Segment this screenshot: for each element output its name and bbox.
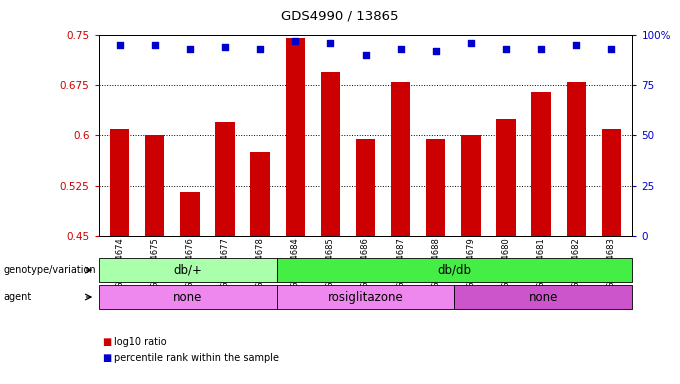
Point [360, 52, 371, 58]
Point [150, 41, 160, 48]
Point [536, 46, 547, 52]
Text: genotype/variation: genotype/variation [3, 265, 96, 275]
Bar [602, 129, 621, 236]
Point [430, 48, 441, 54]
Bar [321, 71, 340, 236]
Text: agent: agent [3, 292, 32, 302]
Point [114, 41, 125, 48]
Text: log10 ratio: log10 ratio [114, 337, 167, 347]
Text: GDS4990 / 13865: GDS4990 / 13865 [282, 10, 398, 23]
Bar [391, 82, 410, 236]
Point [500, 46, 511, 52]
Text: db/+: db/+ [173, 264, 202, 276]
Bar [180, 192, 199, 236]
Text: rosiglitazone: rosiglitazone [328, 291, 403, 303]
Text: none: none [529, 291, 558, 303]
Bar [286, 38, 305, 236]
Bar [110, 129, 129, 236]
Text: percentile rank within the sample: percentile rank within the sample [114, 353, 279, 363]
Bar [496, 119, 515, 236]
Point [571, 41, 581, 48]
Point [184, 46, 195, 52]
Bar [461, 136, 481, 236]
Bar [250, 152, 270, 236]
Point [290, 38, 301, 44]
Bar [426, 139, 445, 236]
Point [255, 46, 266, 52]
Point [395, 46, 406, 52]
Text: db/db: db/db [437, 264, 471, 276]
Point [325, 40, 336, 46]
Bar [532, 92, 551, 236]
Bar [356, 139, 375, 236]
Point [220, 44, 231, 50]
Bar [145, 136, 165, 236]
Text: ■: ■ [102, 353, 112, 363]
Text: ■: ■ [102, 337, 112, 347]
Point [465, 40, 476, 46]
Bar [566, 82, 586, 236]
Text: none: none [173, 291, 202, 303]
Bar [216, 122, 235, 236]
Point [606, 46, 617, 52]
